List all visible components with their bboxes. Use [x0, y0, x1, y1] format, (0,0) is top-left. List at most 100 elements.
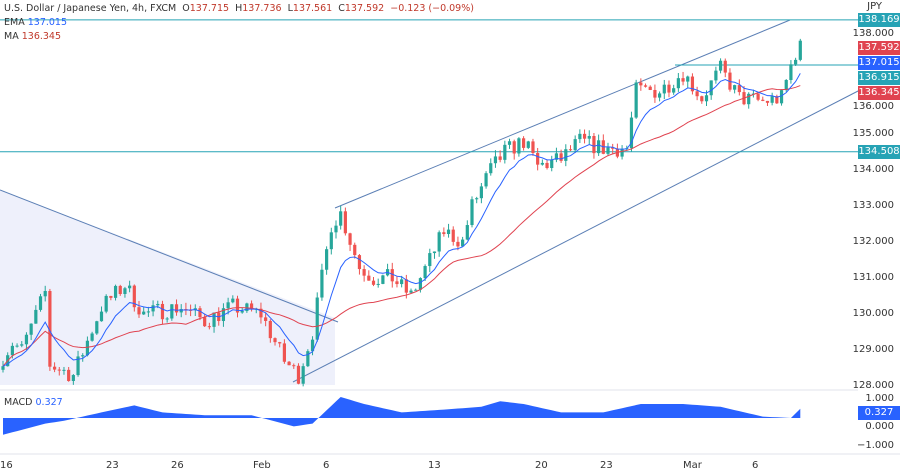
candle-body [536, 153, 540, 165]
candle-body [15, 345, 19, 347]
candle-body [334, 225, 338, 233]
candle-body [733, 85, 737, 90]
open-value: 137.715 [189, 3, 230, 14]
candle-body [779, 90, 784, 104]
candle-body [264, 317, 268, 321]
candle-body [34, 309, 38, 324]
date-tick: 16 [0, 460, 13, 471]
candle-body [747, 93, 751, 105]
price-tick: 131.000 [852, 272, 894, 283]
close-label: C [338, 3, 345, 14]
macd-tick: −1.000 [856, 440, 894, 451]
candle-body [287, 361, 291, 366]
price-tick: 128.000 [852, 380, 894, 391]
candle-body [245, 303, 249, 312]
candle-body [339, 211, 343, 226]
candle-body [259, 308, 263, 318]
candle-body [146, 311, 150, 313]
candle-body [348, 233, 352, 245]
low-value: 137.561 [292, 3, 333, 14]
macd-histogram [3, 397, 801, 435]
macd-tag: 0.327 [858, 406, 900, 420]
candle-body [484, 173, 488, 187]
candle-body [653, 89, 657, 98]
price-tag: 136.915 [858, 71, 900, 85]
candle-body [578, 133, 582, 140]
candle-body [118, 285, 122, 294]
candle-body [737, 85, 741, 93]
price-tick: 134.000 [852, 164, 894, 175]
candle-body [620, 148, 624, 157]
candle-body [765, 100, 770, 103]
candle-body [24, 334, 29, 345]
candle-body [658, 93, 662, 98]
candle-body [432, 251, 437, 254]
candle-body [142, 311, 146, 315]
candle-body [784, 79, 788, 91]
candle-body [76, 356, 80, 376]
candle-body [62, 369, 66, 371]
ma-label: MA [4, 31, 19, 42]
candle-body [704, 95, 709, 102]
candle-body [531, 141, 535, 154]
candle-body [123, 288, 127, 294]
candle-body [723, 60, 727, 73]
candle-body [676, 78, 680, 89]
candle-body [1, 366, 5, 370]
candle-body [71, 375, 75, 381]
candle-body [353, 244, 357, 256]
macd-legend[interactable]: MACD 0.327 [4, 397, 63, 408]
candle-body [470, 199, 474, 226]
candle-body [132, 285, 136, 308]
candle-body [695, 91, 699, 97]
macd-value: 0.327 [35, 397, 63, 408]
date-tick: 6 [752, 460, 759, 471]
date-tick: 23 [106, 460, 119, 471]
candle-body [273, 338, 277, 343]
candle-body [761, 99, 765, 101]
candle-body [446, 229, 451, 235]
candle-body [512, 141, 516, 154]
date-tick: 13 [428, 460, 441, 471]
symbol-title: U.S. Dollar / Japanese Yen, 4h, FXCM [4, 3, 177, 14]
ma-line [2, 85, 801, 367]
candle-body [629, 117, 634, 149]
price-tick: 135.000 [852, 128, 894, 139]
candle-body [20, 344, 24, 346]
candle-body [137, 307, 141, 315]
candle-body [639, 82, 643, 86]
candle-body [174, 304, 179, 313]
candle-body [498, 156, 502, 160]
candle-body [489, 163, 493, 174]
ma-legend[interactable]: MA 136.345 [4, 31, 61, 42]
candle-body [226, 302, 230, 309]
descending-trendline [0, 189, 339, 323]
price-tag: 136.345 [858, 86, 900, 100]
candle-body [231, 298, 235, 303]
candle-body [38, 296, 43, 310]
candle-body [667, 84, 671, 93]
candle-body [156, 303, 160, 306]
ema-line [2, 73, 801, 367]
price-tag: 137.592 [858, 41, 900, 55]
candle-body [568, 149, 573, 151]
candle-body [404, 279, 408, 293]
candle-body [461, 239, 465, 247]
candle-body [592, 136, 596, 154]
candle-body [301, 366, 305, 384]
currency-label: JPY [867, 1, 882, 12]
candle-body [104, 295, 108, 312]
ema-legend[interactable]: EMA 137.015 [4, 17, 67, 28]
candle-body [789, 64, 793, 80]
candle-body [99, 311, 104, 322]
candle-body [207, 326, 211, 328]
candle-body [212, 312, 216, 327]
candle-body [109, 295, 113, 298]
candle-body [296, 365, 301, 384]
macd-label: MACD [4, 397, 33, 408]
candle-body [442, 232, 446, 235]
candle-body [329, 232, 333, 250]
candle-body [85, 340, 90, 356]
candle-body [249, 303, 254, 310]
